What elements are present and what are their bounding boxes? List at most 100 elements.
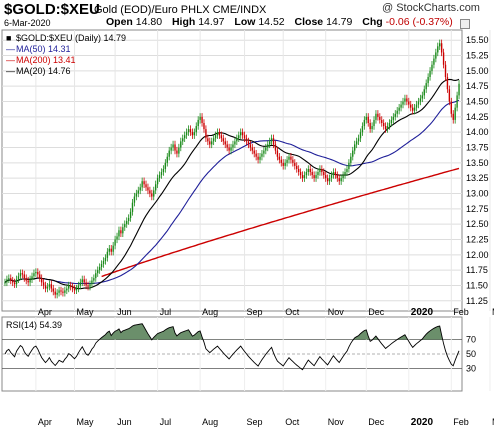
price-tick-label: 11.50: [466, 280, 488, 290]
candle-body: [203, 122, 205, 130]
candle-body: [369, 122, 371, 130]
candle-body: [89, 284, 91, 287]
candle-body: [330, 175, 333, 179]
candle-body: [162, 168, 165, 173]
candle-body: [410, 104, 412, 108]
candle-body: [348, 162, 350, 169]
options-checkbox[interactable]: [460, 19, 470, 29]
candle-body: [278, 156, 281, 160]
candle-body: [367, 116, 369, 123]
x-tick-label-bottom: May: [77, 417, 95, 427]
candle-body: [415, 104, 418, 108]
x-tick-label: Mar: [492, 307, 494, 317]
candle-body: [245, 138, 248, 142]
high-label: High: [171, 16, 196, 28]
candle-body: [265, 147, 267, 151]
candle-body: [373, 119, 375, 127]
candle-body: [450, 101, 453, 114]
candle-body: [209, 141, 211, 145]
candle-body: [58, 290, 60, 293]
x-tick-label: Sep: [247, 307, 263, 317]
candle-body: [93, 278, 95, 281]
rsi-label: RSI(14) 54.39: [6, 320, 62, 330]
stockcharts-credit[interactable]: @ StockCharts.com: [382, 2, 480, 14]
rsi-tick-label: 50: [466, 349, 476, 359]
candle-body: [183, 135, 186, 139]
legend-marker: —: [6, 44, 15, 54]
candle-body: [384, 126, 387, 130]
close-label: Close: [294, 16, 324, 28]
candle-body: [297, 168, 300, 173]
legend-marker: ■: [6, 33, 11, 43]
candle-body: [435, 52, 437, 59]
candle-body: [122, 227, 124, 234]
candle-body: [40, 278, 43, 283]
price-tick-label: 11.75: [466, 265, 488, 275]
candle-body: [268, 141, 271, 145]
candle-body: [357, 138, 360, 142]
candle-body: [442, 52, 445, 65]
candle-body: [431, 64, 433, 71]
candle-body: [396, 110, 398, 114]
candle-body: [292, 159, 294, 163]
candle-body: [325, 175, 327, 179]
candle-body: [211, 141, 213, 145]
rsi-overbought-fill: [4, 323, 460, 340]
x-tick-label-bottom: Aug: [202, 417, 218, 427]
candle-body: [236, 138, 238, 142]
candle-body: [205, 129, 207, 139]
candle-body: [178, 147, 180, 154]
candle-body: [263, 150, 265, 154]
legend-marker: —: [6, 55, 15, 65]
price-tick-label: 11.25: [466, 296, 488, 306]
rsi-tick-label: 70: [466, 335, 476, 345]
candle-body: [452, 113, 454, 120]
x-tick-label-bottom: Apr: [38, 417, 52, 427]
candle-body: [423, 89, 425, 96]
price-y-axis: 15.50 15.25 15.00 14.75 14.50 14.25 14.00 13.75…: [466, 35, 489, 306]
candle-body: [419, 98, 422, 102]
candle-body: [66, 288, 68, 291]
candle-body: [328, 178, 331, 182]
candle-body: [243, 135, 246, 139]
candle-body: [421, 95, 424, 99]
candle-body: [48, 284, 51, 287]
candle-body: [386, 126, 389, 130]
candle-body: [382, 122, 385, 127]
legend-entry: $GOLD:$XEU (Daily) 14.79: [16, 33, 126, 43]
candle-body: [446, 76, 449, 90]
candle-body: [437, 46, 439, 53]
candle-body: [102, 260, 105, 265]
price-tick-label: 12.00: [466, 250, 489, 260]
candle-body: [267, 144, 269, 148]
candle-body: [110, 248, 112, 252]
legend-marker: —: [6, 66, 15, 76]
candle-body: [429, 70, 431, 77]
candle-body: [251, 147, 253, 151]
candle-body: [13, 282, 16, 285]
candle-body: [79, 282, 82, 286]
candle-body: [52, 288, 54, 292]
candle-body: [375, 113, 377, 120]
candle-body: [212, 138, 215, 142]
candle-body: [340, 178, 342, 182]
candle-body: [290, 156, 292, 160]
candle-body: [180, 141, 182, 148]
candle-body: [280, 159, 282, 163]
x-tick-label-bottom: Sep: [247, 417, 263, 427]
x-tick-label: 2020: [411, 307, 434, 318]
candle-body: [230, 147, 232, 151]
candle-body: [10, 278, 12, 281]
candle-body: [458, 83, 460, 96]
rsi-y-axis: 70 50 30: [466, 335, 476, 374]
candle-body: [315, 175, 317, 179]
candle-body: [288, 156, 290, 160]
price-tick-label: 13.75: [466, 143, 489, 153]
candle-body: [232, 144, 234, 148]
candle-body: [336, 175, 339, 179]
price-panel: [1, 29, 463, 312]
candle-body: [353, 144, 356, 151]
candle-body: [301, 175, 304, 179]
candle-body: [106, 251, 109, 258]
candle-body: [398, 107, 400, 111]
